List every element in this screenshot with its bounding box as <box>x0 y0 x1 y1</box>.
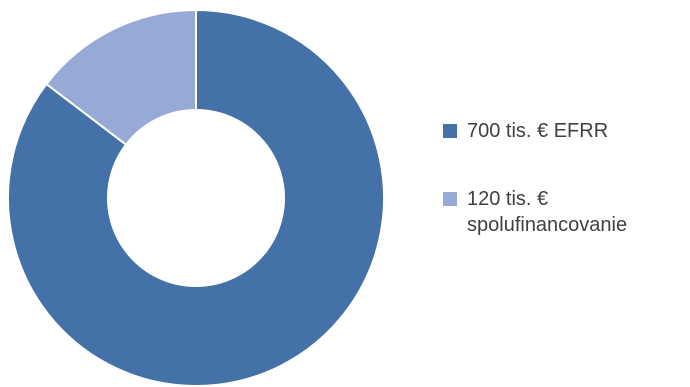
legend-label-efrr: 700 tis. € EFRR <box>467 120 609 142</box>
legend-item-spolufinancovanie: 120 tis. € spolufinancovanie <box>443 186 690 238</box>
slice-efrr <box>7 8 385 387</box>
legend-item-efrr: 700 tis. € EFRR <box>443 118 690 144</box>
chart-legend: 700 tis. € EFRR 120 tis. € spolufinancov… <box>443 118 690 280</box>
legend-label-spolufinancovanie: 120 tis. € spolufinancovanie <box>467 188 628 236</box>
legend-swatch-spolufinancovanie <box>443 192 457 206</box>
slice-spolufinancovanie <box>45 8 197 147</box>
legend-swatch-efrr <box>443 124 457 138</box>
